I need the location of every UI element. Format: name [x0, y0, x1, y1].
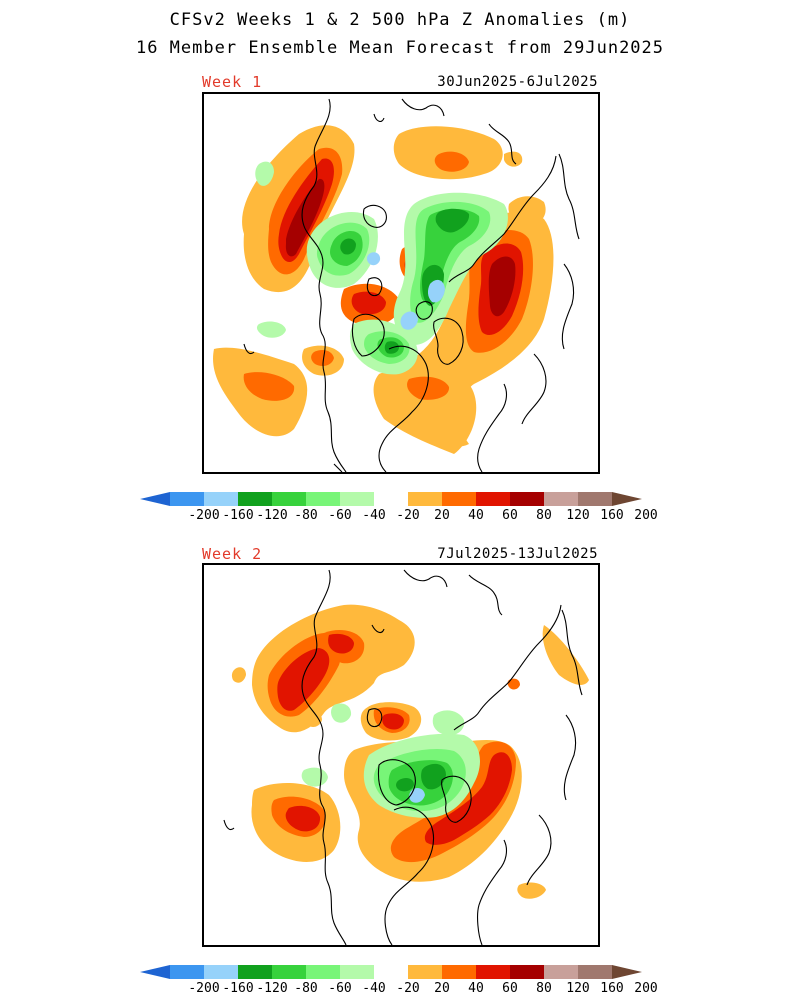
week2-dates: 7Jul2025-13Jul2025 — [437, 546, 598, 562]
week1-label: Week 1 — [202, 73, 263, 91]
week1-coastlines — [243, 98, 580, 472]
colorbar-cell — [578, 492, 612, 506]
colorbar-tick-label: -200 — [188, 508, 220, 523]
colorbar-tick-label: 160 — [600, 981, 624, 996]
colorbar-tick-label: 60 — [502, 508, 518, 523]
colorbar-cell — [476, 492, 510, 506]
colorbar-cell — [442, 492, 476, 506]
colorbar-tick-label: -60 — [328, 981, 352, 996]
colorbar-tick-label: -200 — [188, 981, 220, 996]
colorbar-tick-label: -40 — [362, 981, 386, 996]
week1-colorbar-labels: -200 -160 -120 -80 -60 -40 -20 20 40 60 80 120 160 20… — [140, 508, 660, 528]
colorbar-cell — [306, 492, 340, 506]
colorbar-cell — [204, 965, 238, 979]
chart-subtitle: 16 Member Ensemble Mean Forecast from 29… — [135, 38, 665, 58]
colorbar-tick-label: 60 — [502, 981, 518, 996]
colorbar-tick-label: -120 — [256, 981, 288, 996]
colorbar-cell — [442, 965, 476, 979]
colorbar-tick-label: -80 — [294, 508, 318, 523]
colorbar-cell — [238, 492, 272, 506]
week1-anomaly-field — [213, 98, 580, 472]
week2-colorbar: -200 -160 -120 -80 -60 -40 -20 20 40 60 80 120 160 20… — [140, 963, 660, 1003]
colorbar-tick-label: 120 — [566, 981, 590, 996]
colorbar-cell — [340, 492, 374, 506]
colorbar-arrow-low — [140, 492, 170, 506]
colorbar-tick-label: -80 — [294, 981, 318, 996]
colorbar-tick-label: -160 — [222, 981, 254, 996]
colorbar-cell — [272, 965, 306, 979]
colorbar-cell — [578, 965, 612, 979]
week1-colorbar-strip — [140, 492, 642, 506]
colorbar-cell — [306, 965, 340, 979]
chart-title: CFSv2 Weeks 1 & 2 500 hPa Z Anomalies (m… — [169, 10, 631, 30]
colorbar-arrow-high — [612, 965, 642, 979]
colorbar-cell — [476, 965, 510, 979]
colorbar-tick-label: 160 — [600, 508, 624, 523]
colorbar-tick-label: 20 — [434, 508, 450, 523]
colorbar-tick-label: -20 — [396, 508, 420, 523]
colorbar-cell — [544, 492, 578, 506]
week2-colorbar-labels: -200 -160 -120 -80 -60 -40 -20 20 40 60 80 120 160 20… — [140, 981, 660, 1001]
colorbar-tick-label: 200 — [634, 508, 658, 523]
week2-label: Week 2 — [202, 545, 263, 563]
colorbar-cell — [170, 965, 204, 979]
colorbar-tick-label: 20 — [434, 981, 450, 996]
week2-colorbar-strip — [140, 965, 642, 979]
colorbar-cell — [544, 965, 578, 979]
colorbar-tick-label: -40 — [362, 508, 386, 523]
colorbar-cell — [170, 492, 204, 506]
colorbar-tick-label: 200 — [634, 981, 658, 996]
colorbar-tick-label: -120 — [256, 508, 288, 523]
colorbar-cell — [408, 492, 442, 506]
colorbar-cell — [510, 492, 544, 506]
colorbar-tick-label: 40 — [468, 981, 484, 996]
colorbar-cell — [204, 492, 238, 506]
colorbar-tick-label: -60 — [328, 508, 352, 523]
week1-map — [202, 92, 600, 474]
colorbar-tick-label: -20 — [396, 981, 420, 996]
colorbar-arrow-high — [612, 492, 642, 506]
colorbar-cell — [272, 492, 306, 506]
week2-coastlines — [223, 569, 583, 945]
colorbar-tick-label: 80 — [536, 981, 552, 996]
week1-negative-peak — [366, 252, 445, 330]
colorbar-cell — [238, 965, 272, 979]
colorbar-tick-label: 40 — [468, 508, 484, 523]
colorbar-cell — [374, 492, 408, 506]
week1-positive-peak — [285, 178, 516, 317]
colorbar-tick-label: 120 — [566, 508, 590, 523]
colorbar-cell — [374, 965, 408, 979]
colorbar-cell — [510, 965, 544, 979]
week2-anomaly-field — [223, 569, 589, 945]
week1-dates: 30Jun2025-6Jul2025 — [437, 74, 598, 90]
week2-negative-strong — [396, 763, 446, 792]
week1-colorbar: -200 -160 -120 -80 -60 -40 -20 20 40 60 80 120 160 20… — [140, 490, 660, 530]
colorbar-cell — [408, 965, 442, 979]
colorbar-tick-label: 80 — [536, 508, 552, 523]
colorbar-tick-label: -160 — [222, 508, 254, 523]
week2-map — [202, 563, 600, 947]
colorbar-cell — [340, 965, 374, 979]
colorbar-arrow-low — [140, 965, 170, 979]
